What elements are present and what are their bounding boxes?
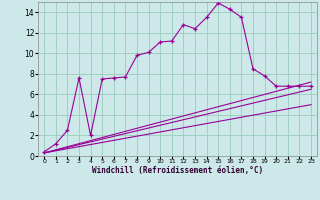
- X-axis label: Windchill (Refroidissement éolien,°C): Windchill (Refroidissement éolien,°C): [92, 166, 263, 175]
